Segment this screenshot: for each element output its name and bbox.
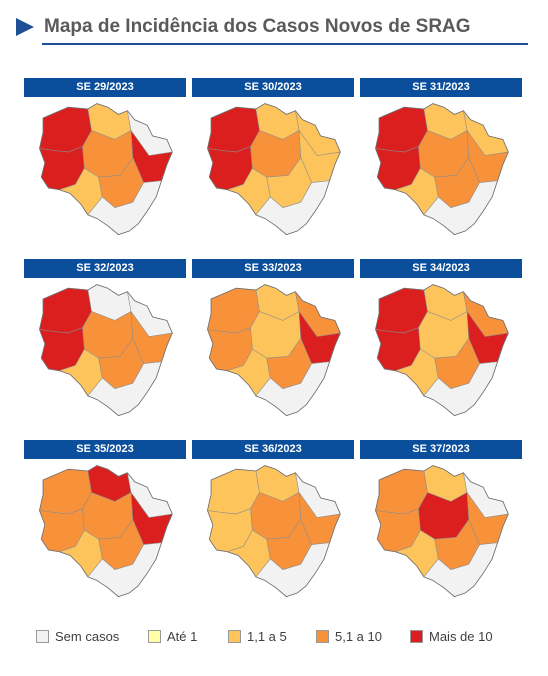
- legend-label: Mais de 10: [429, 629, 493, 644]
- state-map: [207, 284, 341, 417]
- map-panel: SE 29/2023: [24, 78, 186, 240]
- legend-swatch: [228, 630, 241, 643]
- map-panel-label: SE 32/2023: [24, 259, 186, 278]
- map-panel-label: SE 33/2023: [192, 259, 354, 278]
- state-outline: [39, 103, 173, 236]
- state-map: [207, 465, 341, 598]
- map-panel: SE 36/2023: [192, 440, 354, 602]
- map-panel-label: SE 34/2023: [360, 259, 522, 278]
- legend-label: Sem casos: [55, 629, 120, 644]
- state-map: [39, 465, 173, 598]
- map-panel-label: SE 37/2023: [360, 440, 522, 459]
- map-panel-label: SE 31/2023: [360, 78, 522, 97]
- legend-label: 1,1 a 5: [247, 629, 287, 644]
- map-panel: SE 37/2023: [360, 440, 522, 602]
- state-map: [207, 103, 341, 236]
- map-panel: SE 30/2023: [192, 78, 354, 240]
- map-panel-label: SE 35/2023: [24, 440, 186, 459]
- header-arrow-icon: [16, 18, 34, 36]
- legend-swatch: [316, 630, 329, 643]
- header-rule: [42, 43, 528, 45]
- legend-swatch: [36, 630, 49, 643]
- page-title: Mapa de Incidência dos Casos Novos de SR…: [44, 16, 471, 37]
- state-outline: [39, 284, 173, 417]
- map-panel-label: SE 29/2023: [24, 78, 186, 97]
- state-map: [375, 284, 509, 417]
- state-map: [375, 465, 509, 598]
- legend-swatch: [410, 630, 423, 643]
- state-map: [39, 103, 173, 236]
- legend-swatch: [148, 630, 161, 643]
- map-panel: SE 31/2023: [360, 78, 522, 240]
- map-panel-label: SE 36/2023: [192, 440, 354, 459]
- legend: Sem casos Até 1 1,1 a 5 5,1 a 10 Mais de…: [36, 628, 516, 648]
- state-outline: [207, 103, 341, 236]
- map-panel: SE 33/2023: [192, 259, 354, 421]
- state-outline: [375, 284, 509, 417]
- map-panel: SE 34/2023: [360, 259, 522, 421]
- state-map: [39, 284, 173, 417]
- legend-label: Até 1: [167, 629, 198, 644]
- legend-label: 5,1 a 10: [335, 629, 382, 644]
- map-panel-label: SE 30/2023: [192, 78, 354, 97]
- page-header: Mapa de Incidência dos Casos Novos de SR…: [14, 14, 528, 48]
- state-outline: [207, 284, 341, 417]
- state-map: [375, 103, 509, 236]
- map-panel: SE 32/2023: [24, 259, 186, 421]
- state-outline: [375, 465, 509, 598]
- state-outline: [207, 465, 341, 598]
- map-panel: SE 35/2023: [24, 440, 186, 602]
- state-outline: [39, 465, 173, 598]
- state-outline: [375, 103, 509, 236]
